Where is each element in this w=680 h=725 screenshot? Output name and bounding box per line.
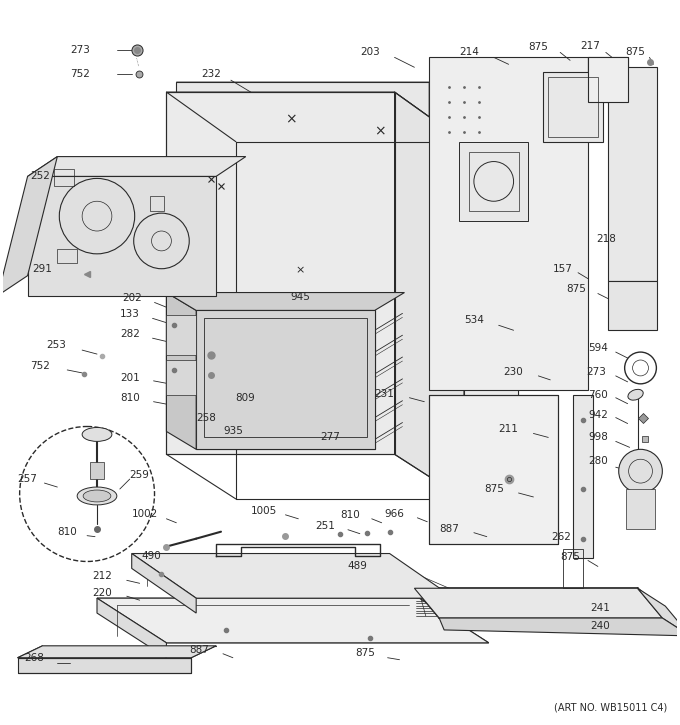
Ellipse shape [83,490,111,502]
Text: 1002: 1002 [132,509,158,519]
Text: 998: 998 [588,432,608,442]
Text: 810: 810 [340,510,360,520]
Ellipse shape [628,389,643,400]
Polygon shape [429,82,519,514]
Text: 760: 760 [588,390,608,399]
Text: 887: 887 [439,523,459,534]
Text: 945: 945 [290,291,310,302]
Polygon shape [573,394,593,558]
Polygon shape [394,92,464,499]
Text: 875: 875 [566,283,586,294]
Polygon shape [638,588,680,636]
Text: (ART NO. WB15011 C4): (ART NO. WB15011 C4) [554,703,667,713]
Polygon shape [176,82,429,450]
Text: 273: 273 [70,46,90,55]
Text: 875: 875 [355,647,375,658]
Text: 231: 231 [375,389,394,399]
Polygon shape [97,598,489,643]
Text: 810: 810 [57,526,77,536]
Text: 240: 240 [590,621,610,631]
Text: 489: 489 [348,561,368,571]
Text: 875: 875 [626,47,645,57]
Text: ×: × [374,125,386,138]
Polygon shape [626,489,656,529]
Text: 230: 230 [504,367,524,377]
Text: 490: 490 [141,550,161,560]
Polygon shape [18,646,216,658]
Polygon shape [608,281,658,331]
Text: 211: 211 [498,424,519,434]
Text: 966: 966 [385,509,405,519]
Text: 252: 252 [31,171,50,181]
Polygon shape [167,92,464,141]
Text: 594: 594 [588,343,608,353]
Text: 251: 251 [316,521,335,531]
Polygon shape [608,67,658,281]
Polygon shape [197,310,375,450]
Text: 253: 253 [46,340,66,350]
Polygon shape [459,141,528,221]
Text: 268: 268 [24,652,44,663]
Text: 218: 218 [596,234,616,244]
Text: 809: 809 [235,393,254,402]
Polygon shape [132,553,197,613]
Text: 1005: 1005 [251,506,277,516]
Polygon shape [414,588,662,618]
Text: 201: 201 [120,373,139,383]
Text: 212: 212 [92,571,112,581]
Text: 534: 534 [464,315,484,326]
Text: 810: 810 [120,393,139,402]
Polygon shape [167,92,394,455]
Polygon shape [167,293,405,310]
Text: 232: 232 [201,69,221,79]
Text: 220: 220 [92,588,112,598]
Text: 752: 752 [31,361,50,371]
Text: 257: 257 [18,474,37,484]
Polygon shape [167,293,197,450]
Polygon shape [97,598,489,643]
Text: 752: 752 [70,69,90,79]
Text: 241: 241 [590,603,610,613]
Text: 280: 280 [588,456,608,466]
Polygon shape [429,394,558,544]
Polygon shape [0,157,57,296]
Polygon shape [28,176,216,296]
Polygon shape [97,598,167,658]
Polygon shape [176,82,519,146]
Polygon shape [167,315,197,355]
Text: 259: 259 [130,470,150,480]
Text: 262: 262 [551,531,571,542]
Text: 203: 203 [360,47,379,57]
Text: 875: 875 [528,43,548,52]
Text: 277: 277 [320,432,340,442]
Polygon shape [90,463,104,479]
Polygon shape [439,618,680,636]
Text: 258: 258 [197,413,216,423]
Text: 887: 887 [189,645,209,655]
Text: 942: 942 [588,410,608,420]
Text: 202: 202 [122,294,141,304]
Text: ×: × [296,265,305,276]
Text: ×: × [285,113,296,127]
Polygon shape [588,57,628,102]
Text: 282: 282 [120,329,139,339]
Text: 875: 875 [560,552,580,561]
Circle shape [619,450,662,493]
Text: 291: 291 [33,264,52,274]
Text: 875: 875 [483,484,504,494]
Polygon shape [28,157,245,176]
Polygon shape [167,360,197,394]
Polygon shape [543,72,603,141]
Polygon shape [18,658,191,673]
Polygon shape [429,57,588,390]
Polygon shape [132,553,454,598]
Text: 214: 214 [459,47,479,57]
Ellipse shape [82,428,112,442]
Text: 273: 273 [586,367,606,377]
Text: 217: 217 [580,41,600,51]
Text: 935: 935 [223,426,243,436]
Text: 133: 133 [120,310,139,320]
Text: 157: 157 [554,264,573,274]
Ellipse shape [77,487,117,505]
